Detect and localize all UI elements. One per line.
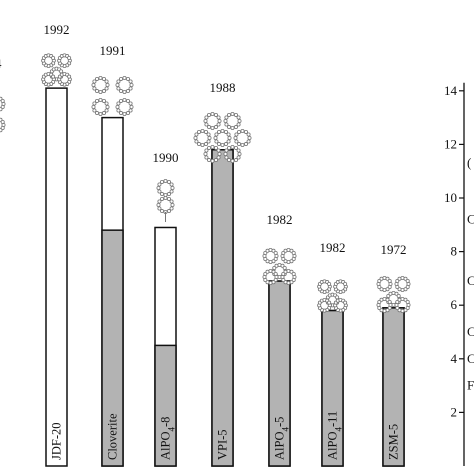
year-label-alpo4-11: 1982 — [320, 240, 346, 255]
ring-cluster-icon — [317, 279, 348, 313]
bar-label-zsm-5: ZSM-5 — [387, 424, 401, 460]
bar-filled-vpi-5 — [211, 149, 234, 467]
labels-layer: ULM-31994JDF-201992Cloverite1991AlPO4-81… — [0, 22, 407, 460]
ring-cluster-icon — [0, 96, 6, 133]
right-annotation-label: C — [467, 351, 474, 366]
year-label-alpo4-5: 1982 — [267, 212, 293, 227]
y-tick-label: 14 — [444, 83, 458, 98]
bar-label-alpo4-5: AlPO4-5 — [273, 417, 291, 460]
bar-filled-zsm-5 — [382, 307, 405, 467]
year-label-alpo4-8: 1990 — [153, 150, 179, 165]
hexagon-cluster-icon — [193, 112, 252, 163]
right-annotation-label: F — [467, 378, 474, 393]
y-tick-label: 4 — [451, 351, 458, 366]
ring-cluster-icon — [262, 247, 297, 285]
y-tick-label: 12 — [444, 136, 457, 151]
year-label-ulm-3: 1994 — [0, 56, 2, 71]
bar-filled-cloverite — [101, 229, 124, 467]
ring-cage-icon — [41, 53, 72, 87]
year-label-zsm-5: 1972 — [381, 242, 407, 257]
structure-icons-layer — [0, 53, 411, 313]
y-tick-label: 10 — [444, 190, 457, 205]
right-annotation-label: C — [467, 211, 474, 226]
bar-label-alpo4-11: AlPO4-11 — [326, 411, 344, 460]
bar-label-jdf-20: JDF-20 — [50, 422, 64, 460]
grid-framework-icon — [91, 76, 134, 117]
right-annotation-label: ( — [467, 155, 471, 170]
y-tick-label: 6 — [451, 297, 458, 312]
bars-layer — [45, 87, 405, 467]
year-label-vpi-5: 1988 — [210, 80, 236, 95]
y-tick-label: 2 — [451, 404, 458, 419]
year-label-cloverite: 1991 — [100, 43, 126, 58]
chain-ring-icon — [156, 178, 175, 222]
y-tick-label: 8 — [451, 244, 458, 259]
right-annotation-label: C — [467, 324, 474, 339]
bar-label-alpo4-8: AlPO4-8 — [159, 417, 177, 460]
dense-cluster-icon — [376, 275, 411, 313]
bar-outline-jdf-20 — [45, 87, 68, 467]
bar-filled-alpo4-8 — [154, 344, 177, 467]
bar-filled-alpo4-11 — [321, 309, 344, 467]
bar-label-cloverite: Cloverite — [106, 413, 120, 460]
year-label-jdf-20: 1992 — [44, 22, 70, 37]
right-annotation-label: C — [467, 273, 474, 288]
bar-label-vpi-5: VPI-5 — [216, 429, 230, 460]
bar-filled-alpo4-5 — [268, 280, 291, 467]
